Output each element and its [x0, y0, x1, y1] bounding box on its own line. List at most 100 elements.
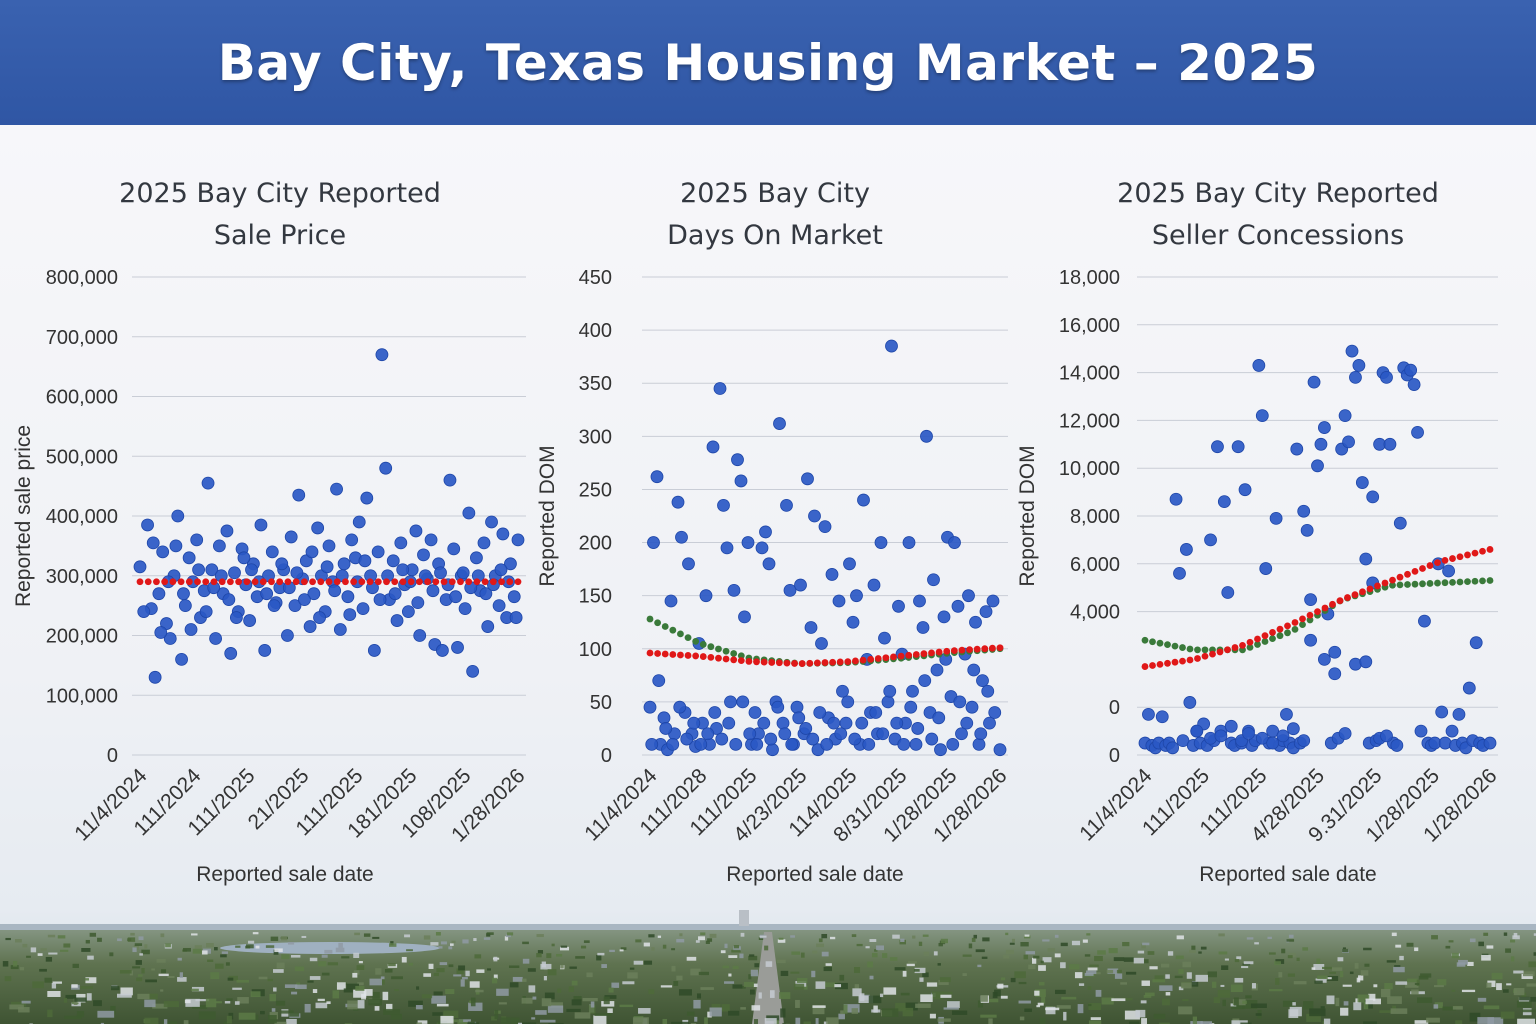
- data-point: [1300, 523, 1314, 537]
- city-texture-block: [1024, 1008, 1032, 1012]
- data-point: [1469, 636, 1483, 650]
- trend-dot-red: [317, 578, 325, 586]
- city-texture-block: [236, 979, 250, 983]
- city-texture-block: [522, 978, 527, 982]
- city-texture-block: [1255, 1013, 1262, 1016]
- city-texture-block: [937, 1018, 951, 1022]
- trend-dot-red: [806, 659, 814, 667]
- city-texture-block: [942, 991, 953, 995]
- city-texture-block: [21, 1000, 31, 1004]
- data-point: [401, 605, 415, 619]
- city-texture-block: [894, 967, 906, 971]
- trend-dot-green: [1149, 638, 1156, 646]
- data-point: [813, 706, 827, 719]
- city-texture-block: [698, 936, 706, 941]
- city-texture-block: [388, 963, 396, 967]
- city-texture-block: [869, 975, 874, 980]
- trend-dot-red: [1479, 547, 1486, 555]
- city-texture-block: [1426, 1017, 1440, 1023]
- city-texture-block: [918, 941, 923, 947]
- city-texture-block: [346, 983, 359, 989]
- data-point: [163, 632, 177, 645]
- data-point: [254, 518, 268, 532]
- city-texture-block: [937, 963, 941, 966]
- city-texture-block: [1406, 942, 1414, 947]
- data-point: [867, 578, 881, 592]
- city-texture-block: [47, 934, 56, 938]
- city-texture-block: [72, 963, 79, 969]
- data-point: [953, 695, 967, 709]
- city-texture-block: [1034, 990, 1040, 996]
- data-point: [932, 711, 946, 725]
- city-texture-block: [619, 1004, 634, 1008]
- city-texture-block: [1123, 957, 1134, 962]
- trend-dot-green: [1194, 646, 1201, 654]
- city-texture-block: [1023, 954, 1029, 960]
- data-point: [801, 472, 814, 486]
- city-texture-block: [458, 965, 466, 971]
- city-texture-block: [22, 943, 28, 948]
- data-point: [182, 551, 196, 565]
- city-texture-block: [1041, 996, 1046, 1004]
- city-texture-block: [1031, 957, 1037, 964]
- city-texture-block: [1477, 1017, 1495, 1024]
- data-point: [1179, 543, 1193, 556]
- city-texture-block: [607, 1008, 613, 1013]
- data-point: [1183, 696, 1197, 709]
- city-texture-block: [185, 998, 200, 1007]
- city-texture-block: [980, 995, 988, 1002]
- city-texture-block: [144, 999, 156, 1008]
- city-texture-block: [1491, 972, 1503, 980]
- city-texture-block: [1354, 962, 1359, 969]
- data-point: [1314, 437, 1328, 451]
- trend-dot-green: [1396, 581, 1404, 589]
- trend-dot-red: [874, 655, 882, 662]
- city-texture-block: [321, 972, 330, 976]
- city-texture-block: [709, 933, 717, 938]
- y-tick-label: 10,000: [1059, 458, 1120, 480]
- city-texture-block: [448, 1019, 464, 1023]
- data-point: [904, 700, 918, 714]
- city-texture-block: [280, 1010, 294, 1014]
- city-texture-block: [1220, 984, 1225, 987]
- city-texture-block: [1240, 1022, 1252, 1024]
- city-texture-block: [1141, 944, 1146, 949]
- city-texture-block: [1254, 942, 1259, 945]
- city-texture-block: [80, 986, 94, 989]
- city-texture-block: [1417, 997, 1433, 1004]
- city-texture-block: [1386, 960, 1396, 963]
- city-texture-block: [234, 1001, 240, 1005]
- city-texture-block: [476, 969, 485, 973]
- city-texture-block: [1458, 959, 1468, 965]
- data-point: [1380, 729, 1393, 743]
- data-point: [955, 727, 968, 741]
- trend-dot-red: [1419, 565, 1426, 572]
- city-texture-block: [1431, 935, 1438, 940]
- city-texture-block: [874, 949, 878, 952]
- data-point: [885, 339, 898, 353]
- trend-dot-red: [707, 653, 715, 661]
- data-point: [409, 524, 423, 538]
- city-texture-block: [179, 972, 183, 978]
- city-texture-block: [255, 945, 260, 949]
- city-texture-block: [749, 954, 755, 957]
- city-texture-block: [372, 936, 380, 939]
- trend-dot-green: [1141, 636, 1149, 644]
- city-texture-block: [1024, 935, 1031, 939]
- city-texture-block: [1200, 1021, 1213, 1024]
- data-point: [874, 536, 888, 549]
- city-texture-block: [127, 937, 136, 942]
- trend-dot-green: [1164, 641, 1171, 649]
- trend-dot-red: [144, 578, 152, 586]
- city-texture-block: [450, 943, 454, 946]
- city-texture-block: [740, 1007, 746, 1010]
- trend-dot-red: [859, 656, 867, 664]
- data-point: [890, 716, 904, 730]
- city-texture-block: [417, 1020, 428, 1024]
- data-point: [1155, 710, 1169, 724]
- city-texture-block: [338, 942, 343, 948]
- city-texture-block: [369, 978, 382, 986]
- data-point: [343, 608, 357, 621]
- city-texture-block: [505, 934, 511, 938]
- city-texture-block: [633, 960, 644, 965]
